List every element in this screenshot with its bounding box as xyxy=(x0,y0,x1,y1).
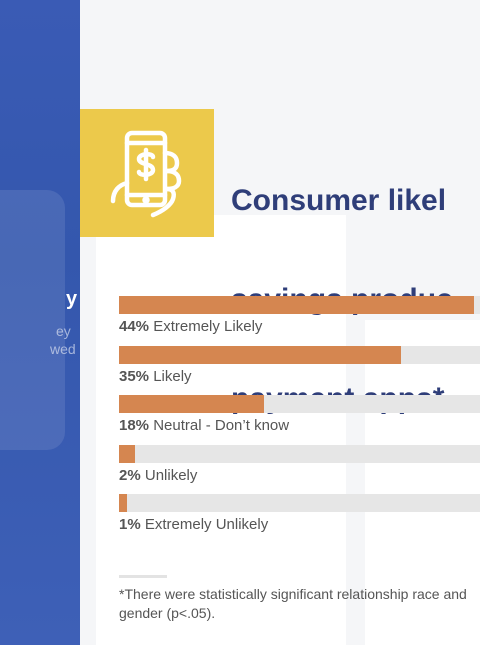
phone-with-dollar-in-hand-icon xyxy=(110,130,182,218)
bar-label: 1% Extremely Unlikely xyxy=(119,516,268,533)
bar-value-label: 18% xyxy=(119,417,150,434)
bar-label: 2% Unlikely xyxy=(119,467,197,484)
bar-track xyxy=(119,494,480,512)
bar-track xyxy=(119,444,480,463)
bar-value-label: 35% xyxy=(119,367,150,385)
footnote-divider xyxy=(119,575,167,578)
bar-category-label: Extremely Unlikely xyxy=(140,516,269,533)
left-photo-panel: y ey wed xyxy=(0,0,80,645)
bar-value-label: 1% xyxy=(119,516,141,533)
phone-silhouette xyxy=(0,190,65,450)
icon-box xyxy=(80,109,214,237)
footnote: *There were statistically significant re… xyxy=(119,586,467,621)
bar-label: 18% Neutral - Don’t know xyxy=(119,417,289,434)
bar-track xyxy=(119,296,480,314)
bar-category-label: Likely xyxy=(149,367,192,385)
bar-1 xyxy=(119,296,474,314)
bar-category-label: Extremely Likely xyxy=(149,318,263,335)
bar-4 xyxy=(119,444,136,463)
bar-value-label: 44% xyxy=(119,318,150,335)
panel-fragment-3: wed xyxy=(50,341,76,357)
panel-fragment-1: y xyxy=(66,288,78,310)
bg-panel-b xyxy=(365,320,480,645)
bar-value-label: 2% xyxy=(119,466,141,484)
bar-category-label: Unlikely xyxy=(140,466,198,484)
bar-2 xyxy=(119,345,402,364)
bg-panel-a xyxy=(96,215,346,645)
bar-label: 44% Extremely Likely xyxy=(119,318,262,335)
bar-5 xyxy=(119,494,128,512)
bar-track xyxy=(119,345,480,364)
panel-fragment-2: ey xyxy=(56,323,71,339)
bar-category-label: Neutral - Don’t know xyxy=(149,417,290,434)
title-line-1: Consumer likel xyxy=(231,184,447,217)
bar-track xyxy=(119,395,480,413)
bar-3 xyxy=(119,395,265,413)
content-background xyxy=(80,0,480,645)
bar-label: 35% Likely xyxy=(119,368,192,385)
